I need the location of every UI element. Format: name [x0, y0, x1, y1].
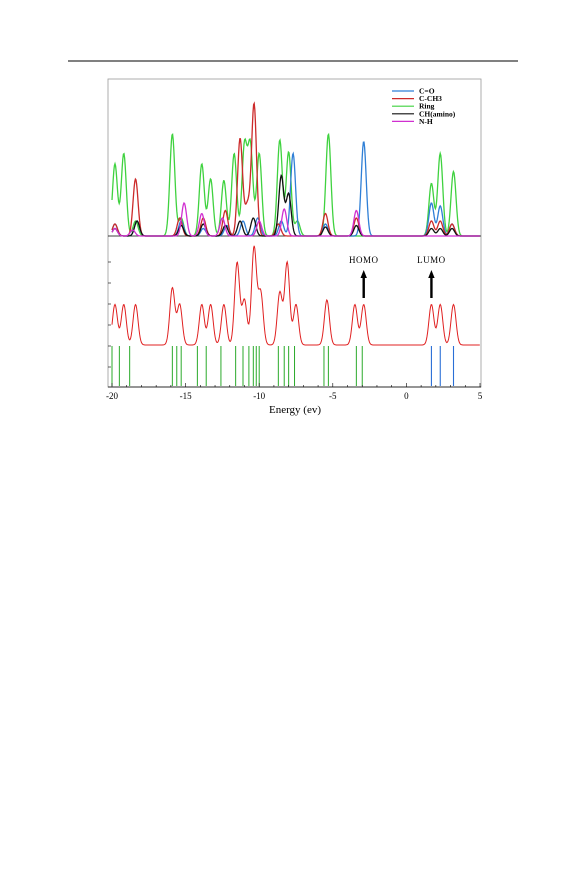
x-tick-label: 5	[478, 391, 483, 401]
x-tick-label: 0	[404, 391, 409, 401]
x-axis: -20 -15 -10 -5 0 5 Energy (ev)	[106, 261, 483, 416]
series-line-n-h	[111, 201, 480, 237]
homo-label: HOMO	[349, 255, 379, 265]
legend-label-ch-amino: CH(amino)	[419, 109, 456, 118]
legend-label-c-ch3: C-CH3	[419, 94, 442, 103]
lumo-arrowhead	[428, 270, 435, 278]
x-tick-label: -15	[180, 391, 192, 401]
homo-arrowhead	[360, 270, 367, 278]
x-tick-label: -20	[106, 391, 118, 401]
x-axis-label: Energy (ev)	[269, 404, 321, 416]
total-dos-line	[111, 245, 480, 346]
energy-levels-group	[111, 346, 455, 386]
pdos-series-group	[111, 101, 480, 237]
total-dos-group	[111, 245, 480, 346]
x-tick-label: -10	[253, 391, 265, 401]
legend-label-ring: Ring	[419, 102, 435, 111]
lumo-label: LUMO	[417, 255, 446, 265]
x-tick-label: -5	[329, 391, 337, 401]
homo-lumo-annotations: HOMO LUMO	[349, 255, 446, 298]
legend-label-c-o: C=O	[419, 87, 435, 96]
legend-label-n-h: N-H	[419, 117, 433, 126]
